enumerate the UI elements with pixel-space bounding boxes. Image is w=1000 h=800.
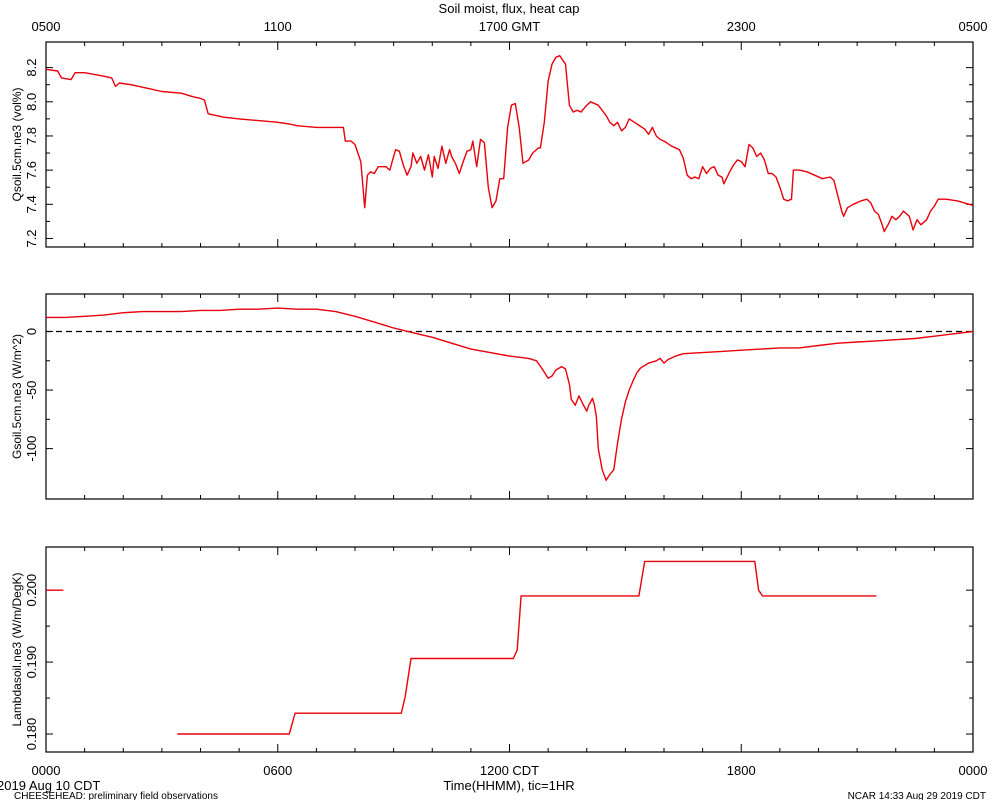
chart-title: Soil moist, flux, heat cap <box>439 1 580 16</box>
chart-panels: 0500 1100 1700 GMT 2300 0500 7.2 7.4 7.6 7.8 8.0 8… <box>10 19 988 778</box>
series-line <box>45 55 973 233</box>
y-tick-label: 7.6 <box>24 161 39 179</box>
plot-frame <box>45 546 974 753</box>
y-tick-label: 7.2 <box>24 229 39 247</box>
y-tick-label: 8.0 <box>24 93 39 111</box>
y-tick-label: 7.8 <box>24 127 39 145</box>
series-line <box>46 307 973 481</box>
y-tick-label: 7.4 <box>24 195 39 213</box>
x-tick-label: 0000 <box>959 763 988 778</box>
top-axis-label: 2300 <box>727 19 756 34</box>
y-tick-label: -50 <box>24 381 39 400</box>
y-tick-label: 0 <box>24 328 39 335</box>
project-note: CHEESEHEAD: preliminary field observatio… <box>14 791 218 800</box>
y-tick-label: 0.190 <box>24 646 39 679</box>
x-tick-label: 1800 <box>727 763 756 778</box>
start-date-label: 2019 Aug 10 CDT <box>0 778 100 793</box>
series-line <box>177 560 877 735</box>
y-axis-label: Qsoil.5cm.ne3 (vol%) <box>10 87 24 201</box>
x-tick-label: 0000 <box>32 763 61 778</box>
top-axis-label: 1100 <box>264 19 292 34</box>
top-axis-label: 1700 GMT <box>479 19 540 34</box>
y-axis-label: Lambdasoil.ne3 (W/m/DegK) <box>10 572 24 726</box>
plot-frame <box>45 41 974 248</box>
generated-stamp: NCAR 14:33 Aug 29 2019 CDT <box>848 791 986 800</box>
x-tick-label: 1200 CDT <box>480 763 539 778</box>
y-tick-label: 8.2 <box>24 59 39 77</box>
y-tick-label: 0.200 <box>24 574 39 607</box>
y-tick-label: -100 <box>24 436 39 462</box>
y-axis-label: Gsoil.5cm.ne3 (W/m^2) <box>10 334 24 459</box>
plot-frame <box>45 293 974 500</box>
x-axis-title: Time(HHMM), tic=1HR <box>443 778 574 793</box>
x-tick-label: 0600 <box>263 763 292 778</box>
top-axis-label: 0500 <box>959 19 988 34</box>
top-axis-label: 0500 <box>32 19 61 34</box>
y-tick-label: 0.180 <box>24 718 39 751</box>
